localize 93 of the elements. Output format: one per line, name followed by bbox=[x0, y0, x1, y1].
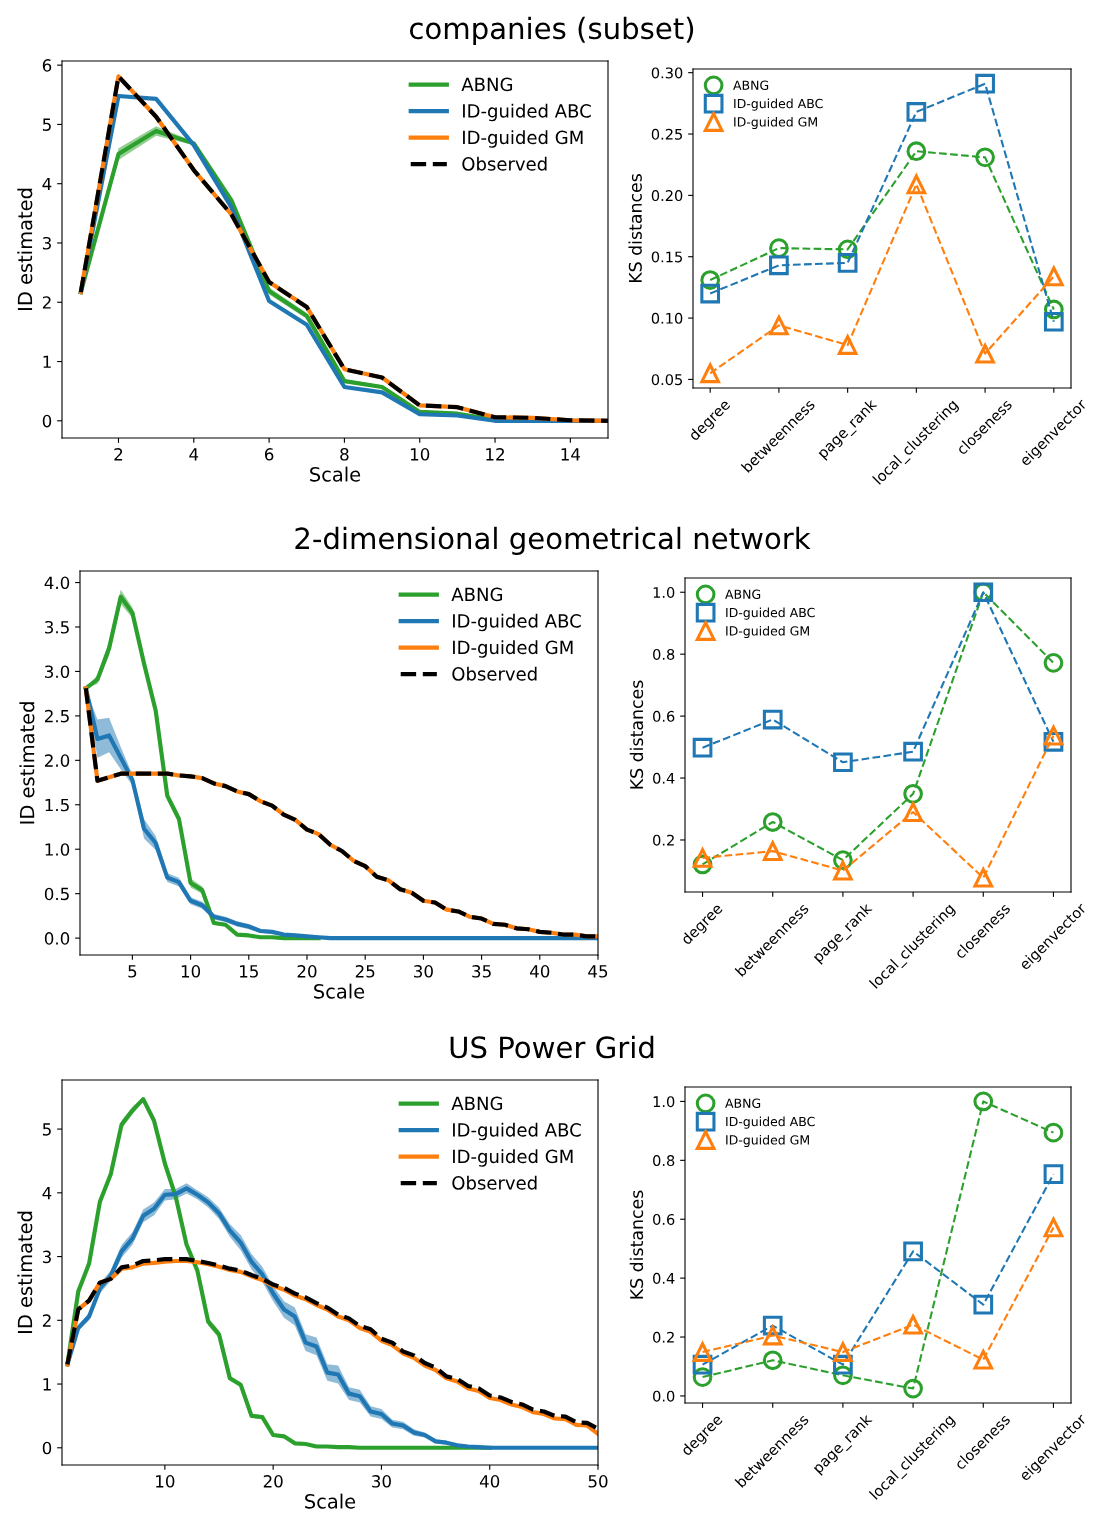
y-tick-label: 2.5 bbox=[44, 709, 69, 723]
y-tick-label: 0.4 bbox=[653, 772, 675, 784]
y-axis-title: ID estimated bbox=[17, 188, 33, 310]
x-tick-label: 10 bbox=[410, 448, 430, 461]
legend-label: ID-guided ABC bbox=[453, 1122, 581, 1141]
x-tick-label: 30 bbox=[414, 965, 433, 978]
x-tick-label: 5 bbox=[128, 965, 137, 978]
x-tick-label: 20 bbox=[263, 1475, 283, 1488]
y-tick-label: 3 bbox=[42, 1250, 51, 1264]
x-tick-label: 30 bbox=[372, 1475, 391, 1488]
y-tick-label: 4.0 bbox=[44, 576, 70, 590]
legend-label: Observed bbox=[452, 1175, 537, 1190]
y-tick-label: 1.0 bbox=[653, 1096, 675, 1108]
legend-label: ID-guided GM bbox=[453, 1149, 573, 1167]
y-tick-label: 0.2 bbox=[653, 834, 674, 846]
chart-title: companies (subset) bbox=[410, 16, 694, 45]
x-axis-title: Scale bbox=[305, 1493, 356, 1509]
y-tick-label: 1.0 bbox=[653, 586, 675, 598]
y-tick-label: 5 bbox=[42, 118, 51, 131]
x-tick-label: 35 bbox=[472, 965, 491, 978]
legend-label: ABNG bbox=[451, 1096, 503, 1111]
y-tick-label: 0.05 bbox=[651, 374, 682, 386]
y-tick-label: 0 bbox=[42, 414, 52, 428]
y-tick-label: 1.5 bbox=[45, 798, 69, 812]
y-tick-label: 0.30 bbox=[651, 67, 683, 79]
legend-label: ID-guided GM bbox=[463, 130, 583, 148]
y-axis-title: KS distances bbox=[628, 174, 642, 283]
y-tick-label: 5 bbox=[42, 1123, 51, 1136]
y-tick-label: 4 bbox=[42, 1187, 52, 1200]
x-tick-label: 6 bbox=[264, 448, 274, 461]
y-axis-title: ID estimated bbox=[19, 702, 35, 824]
legend-label: ID-guided GM bbox=[726, 625, 809, 639]
y-tick-label: 2.0 bbox=[44, 754, 70, 767]
y-tick-label: 0.20 bbox=[651, 190, 683, 202]
legend-label: ID-guided ABC bbox=[453, 613, 581, 632]
legend-label: ID-guided ABC bbox=[726, 1116, 815, 1129]
legend-label: ID-guided GM bbox=[453, 640, 573, 658]
legend-label: ABNG bbox=[451, 587, 503, 602]
y-tick-label: 6 bbox=[42, 59, 52, 72]
y-tick-label: 1.0 bbox=[45, 843, 70, 856]
y-tick-label: 0.0 bbox=[44, 932, 70, 945]
y-tick-label: 0.6 bbox=[653, 1213, 675, 1225]
y-tick-label: 3.5 bbox=[45, 620, 69, 634]
x-axis-title: Scale bbox=[314, 983, 365, 999]
y-tick-label: 3.0 bbox=[45, 665, 70, 679]
x-axis-title: Scale bbox=[310, 466, 361, 482]
legend-label: ABNG bbox=[725, 1098, 761, 1108]
y-axis-title: KS distances bbox=[629, 680, 644, 789]
legend-label: ID-guided GM bbox=[726, 1134, 809, 1148]
x-tick-label: 15 bbox=[240, 965, 258, 978]
legend-label: ABNG bbox=[725, 589, 761, 599]
x-tick-label: 45 bbox=[588, 965, 608, 978]
y-tick-label: 0.10 bbox=[651, 312, 683, 324]
x-tick-label: 40 bbox=[530, 965, 550, 978]
legend-label: ABNG bbox=[461, 77, 513, 92]
legend-label: ID-guided ABC bbox=[463, 103, 591, 122]
x-tick-label: 4 bbox=[189, 448, 199, 461]
y-tick-label: 0.25 bbox=[651, 128, 682, 140]
y-tick-label: 0 bbox=[42, 1441, 52, 1455]
x-tick-label: 10 bbox=[156, 1475, 175, 1488]
legend-label: ID-guided ABC bbox=[726, 607, 815, 620]
legend-label: ID-guided ABC bbox=[734, 98, 823, 111]
y-tick-label: 3 bbox=[42, 236, 51, 250]
y-axis-title: ID estimated bbox=[17, 1211, 33, 1333]
y-tick-label: 2 bbox=[42, 1314, 51, 1327]
legend-label: Observed bbox=[452, 666, 537, 681]
x-tick-label: 12 bbox=[486, 448, 504, 461]
chart-title: US Power Grid bbox=[450, 1035, 654, 1059]
x-tick-label: 50 bbox=[588, 1475, 608, 1488]
y-tick-label: 0.4 bbox=[653, 1272, 675, 1284]
x-tick-label: 20 bbox=[297, 965, 317, 978]
y-tick-label: 0.15 bbox=[651, 251, 682, 263]
x-tick-label: 10 bbox=[181, 965, 201, 978]
legend-label: ID-guided GM bbox=[734, 116, 817, 130]
x-tick-label: 2 bbox=[114, 448, 123, 461]
x-tick-label: 8 bbox=[340, 448, 349, 461]
x-tick-label: 25 bbox=[355, 965, 375, 978]
x-tick-label: 40 bbox=[479, 1475, 500, 1488]
chart-title: 2-dimensional geometrical network bbox=[295, 526, 811, 555]
y-tick-label: 1 bbox=[43, 1378, 51, 1391]
y-axis-title: KS distances bbox=[629, 1190, 644, 1299]
y-tick-label: 0.8 bbox=[653, 1155, 675, 1167]
y-tick-label: 1 bbox=[43, 355, 51, 368]
x-tick-label: 14 bbox=[561, 448, 581, 461]
legend-label: ABNG bbox=[733, 80, 769, 90]
y-tick-label: 0.2 bbox=[653, 1331, 674, 1343]
y-tick-label: 0.5 bbox=[44, 887, 69, 901]
y-tick-label: 4 bbox=[42, 177, 52, 191]
y-tick-label: 0.8 bbox=[653, 648, 675, 660]
y-tick-label: 0.0 bbox=[653, 1390, 675, 1402]
y-tick-label: 0.6 bbox=[653, 710, 675, 722]
y-tick-label: 2 bbox=[42, 296, 51, 309]
legend-label: Observed bbox=[462, 156, 547, 171]
